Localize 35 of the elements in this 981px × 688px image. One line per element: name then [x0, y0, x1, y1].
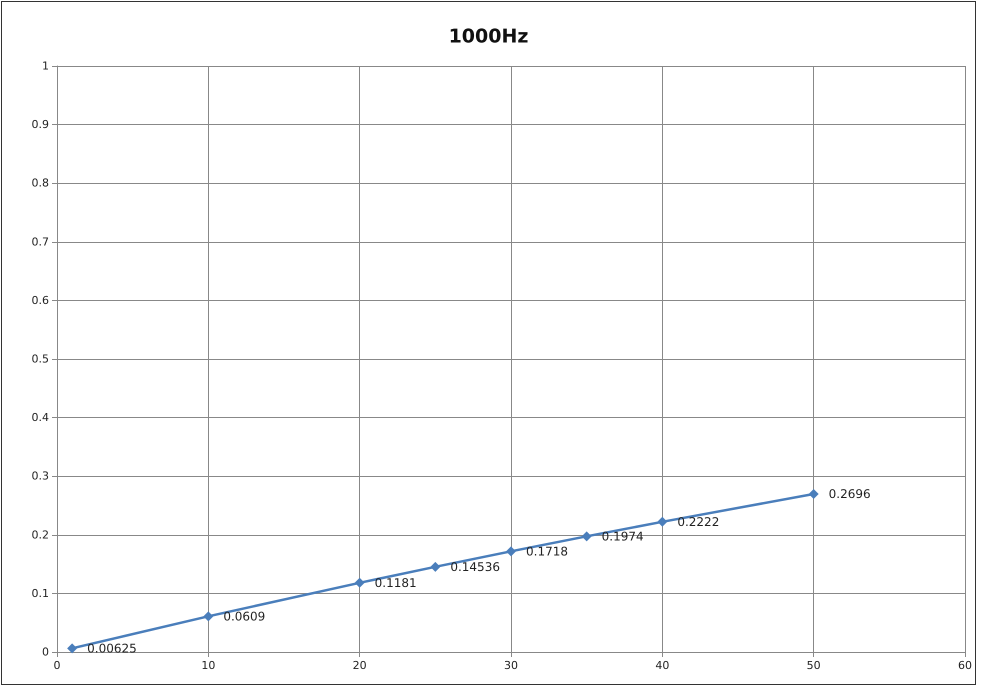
data-label: 0.1974 — [602, 529, 644, 544]
x-tick-label: 60 — [958, 659, 972, 672]
y-tick-label: 0 — [42, 646, 49, 658]
x-tick-label: 0 — [54, 659, 60, 672]
point — [506, 546, 516, 556]
point — [582, 531, 592, 542]
x-tick-label: 50 — [806, 659, 821, 672]
point — [203, 611, 214, 622]
data-label: 0.1181 — [374, 576, 417, 590]
y-tick-label: 0.6 — [32, 294, 49, 307]
x-tick-label: 20 — [352, 659, 367, 672]
x-tick-label: 10 — [201, 659, 216, 672]
data-label: 0.0609 — [223, 609, 266, 624]
data-label: 0.1718 — [526, 544, 568, 558]
point — [354, 578, 365, 588]
chart-title: 1000Hz — [448, 26, 528, 48]
y-tick-label: 0.4 — [32, 411, 49, 424]
y-tick-label: 0.3 — [32, 470, 49, 483]
point — [67, 643, 78, 654]
data-label: 0.14536 — [450, 560, 500, 574]
point — [430, 562, 440, 572]
y-tick-label: 0.9 — [32, 118, 49, 132]
data-label: 0.2222 — [677, 514, 720, 529]
data-label: 0.2696 — [828, 487, 871, 502]
y-tick-label: 0.8 — [32, 176, 49, 190]
y-tick-label: 0.1 — [32, 586, 49, 600]
point — [808, 489, 819, 500]
data-label: 0.00625 — [87, 641, 137, 656]
y-tick-label: 0.2 — [32, 528, 49, 542]
y-tick-label: 0.5 — [32, 352, 49, 366]
point — [657, 516, 668, 527]
x-tick-label: 40 — [655, 659, 670, 672]
y-tick-label: 1 — [42, 60, 49, 72]
y-tick-label: 0.7 — [32, 235, 49, 248]
x-tick-label: 30 — [504, 659, 518, 672]
